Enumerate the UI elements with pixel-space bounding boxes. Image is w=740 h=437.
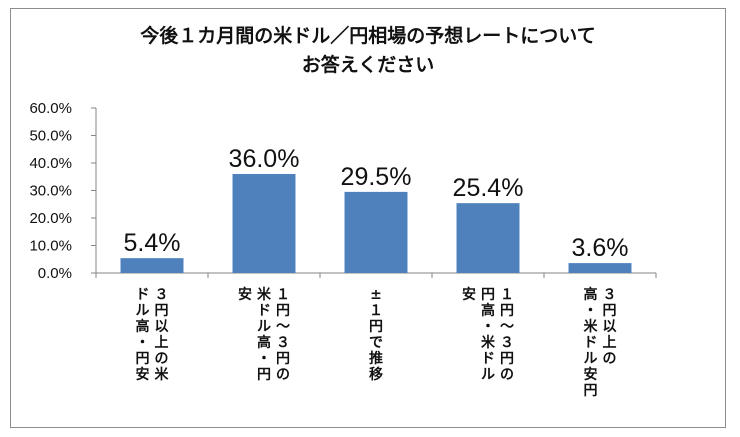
chart-title: 今後１カ月間の米ドル／円相場の予想レートについて お答えください: [10, 22, 726, 80]
category-label-column: １ 円～ ３ 円の: [276, 287, 290, 383]
category-label: １ 円～ ３ 円の米ドル高・円安: [219, 287, 309, 383]
bar: [344, 191, 408, 273]
category-label-column: 安: [238, 287, 252, 303]
category-label-column: ドル高・円安: [135, 287, 150, 383]
chart-title-line-2: お答えください: [301, 54, 435, 76]
y-tick-label: 50.0%: [29, 128, 72, 145]
bar: [232, 174, 296, 273]
category-label-column: ±１ 円で推移: [369, 287, 383, 383]
category-label: １ 円～ ３ 円の円高・米ドル安: [443, 287, 533, 383]
data-label: 5.4%: [124, 229, 181, 257]
y-tick-label: 30.0%: [29, 183, 72, 200]
bar: [456, 203, 520, 273]
data-label: 36.0%: [229, 145, 300, 173]
y-tick-label: 40.0%: [29, 155, 72, 172]
data-label: 3.6%: [572, 234, 629, 262]
data-label: 25.4%: [453, 174, 524, 202]
data-label: 29.5%: [341, 163, 412, 191]
category-label: ３ 円以上の高・米ドル安円: [555, 287, 645, 399]
category-label-column: １ 円～ ３ 円の: [500, 287, 514, 383]
category-label: ３ 円以上の米ドル高・円安: [107, 287, 197, 383]
bar: [120, 258, 184, 273]
y-tick-label: 60.0%: [29, 100, 72, 117]
chart-title-line-1: 今後１カ月間の米ドル／円相場の予想レートについて: [140, 25, 596, 47]
category-label-column: 高・米ドル安円: [583, 287, 598, 399]
category-label-column: 円高・米ドル: [481, 287, 495, 383]
category-label: ±１ 円で推移: [331, 287, 421, 383]
bar: [568, 263, 632, 273]
y-tick-label: 20.0%: [29, 210, 72, 227]
category-label-column: 米ドル高・円: [257, 287, 271, 383]
y-tick-label: 10.0%: [29, 238, 72, 255]
category-label-column: 安: [462, 287, 476, 303]
y-tick-label: 0.0%: [38, 265, 72, 282]
